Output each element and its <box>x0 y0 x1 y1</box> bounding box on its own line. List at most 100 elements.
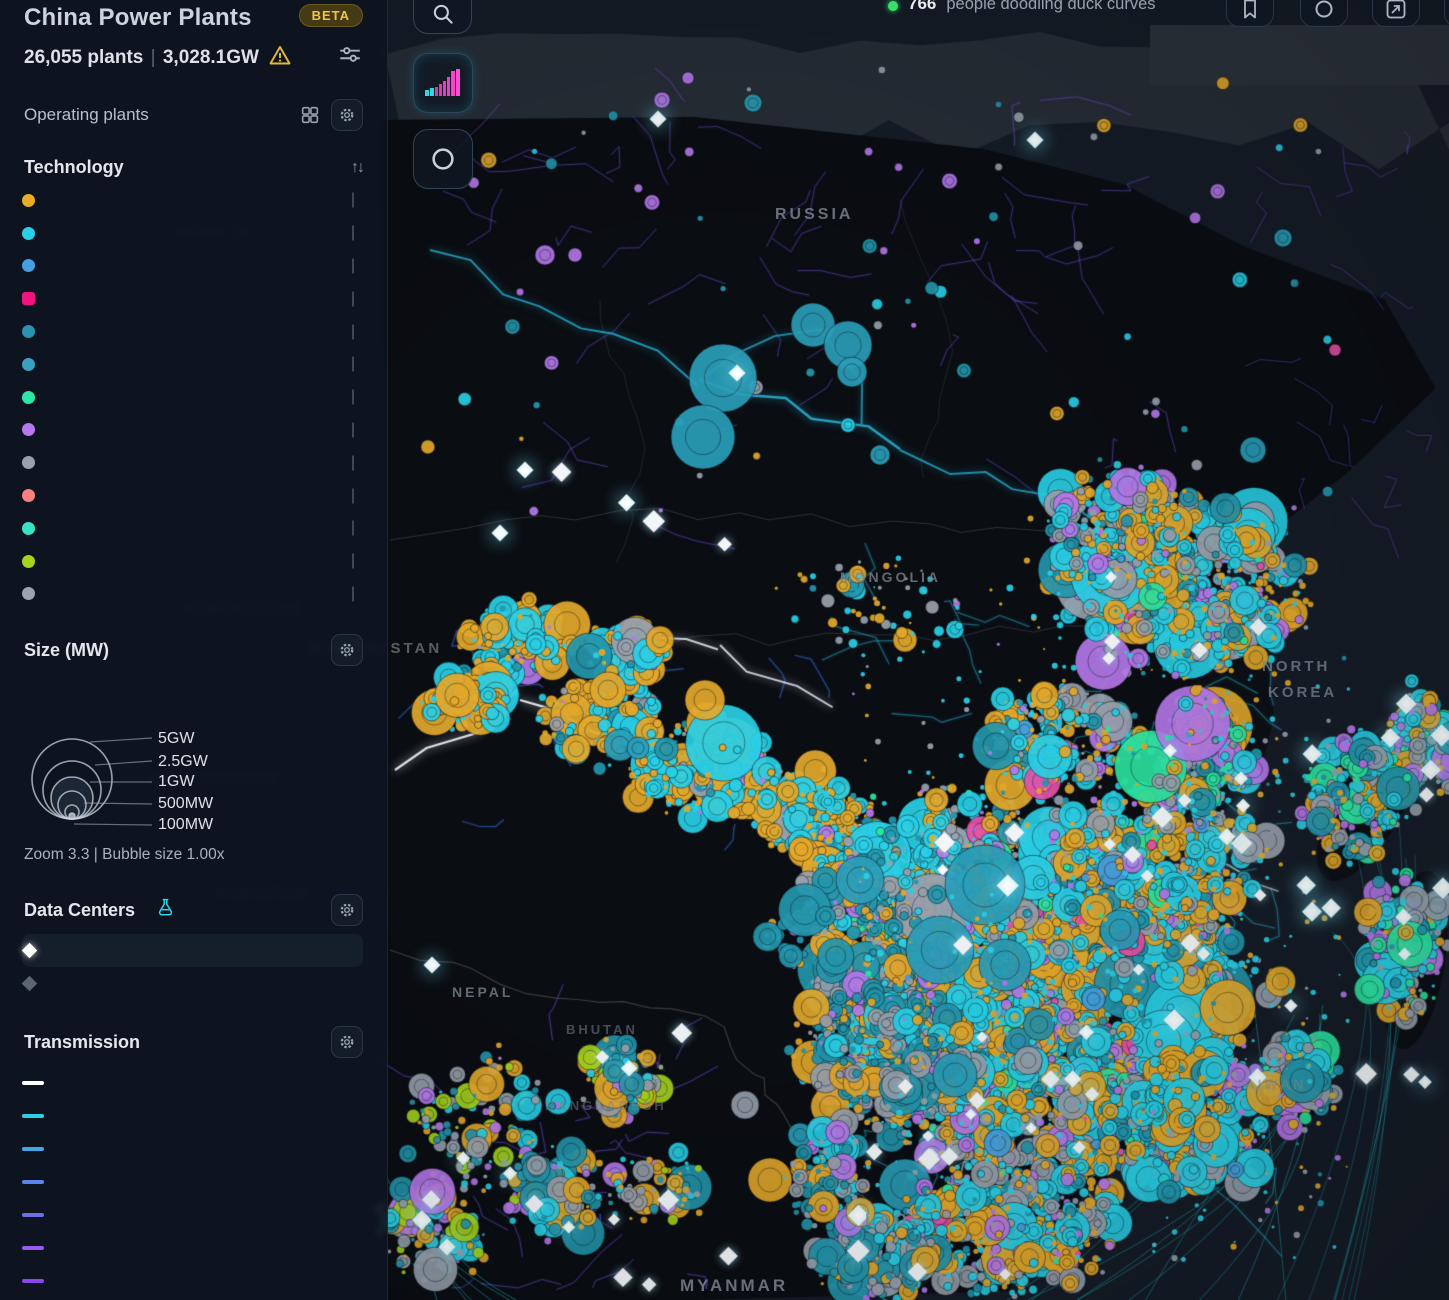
data-centers-legend <box>0 926 387 1000</box>
technology-color-swatch <box>22 521 35 535</box>
live-user-count: 766 <box>908 0 937 13</box>
transmission-section-title: Transmission <box>24 1031 141 1052</box>
transmission-row-230-344kv[interactable] <box>22 1165 363 1198</box>
technology-legend: | | | | | | | | | | | | | <box>0 178 387 610</box>
refresh-circle-icon <box>1312 0 1336 21</box>
technology-color-swatch <box>22 390 35 404</box>
transmission-row-735kv+[interactable] <box>22 1066 363 1099</box>
data-centers-row-data-centers[interactable] <box>21 934 363 968</box>
gear-icon <box>338 641 356 659</box>
export-button[interactable] <box>1372 0 1420 27</box>
total-capacity: 3,028.1GW <box>162 46 259 68</box>
technology-color-swatch <box>22 489 35 503</box>
warning-icon[interactable] <box>268 43 292 72</box>
technology-row-pumped-storage[interactable]: | <box>22 315 363 348</box>
transmission-row-100-229kv[interactable] <box>22 1198 363 1231</box>
value-separator: | <box>350 453 355 471</box>
technology-row-coal[interactable]: | <box>22 446 363 479</box>
layout-grid-icon[interactable] <box>299 104 321 126</box>
size-label-1gw: 1GW <box>158 773 195 791</box>
data-centers-settings-button[interactable] <box>331 894 363 927</box>
technology-row-gas[interactable]: | <box>22 414 363 447</box>
technology-row-geothermal[interactable]: | <box>22 512 363 545</box>
bubble-size-diagram: 5GW 2.5GW 1GW 500MW 100MW <box>0 672 387 834</box>
value-separator: | <box>350 584 355 602</box>
filter-sliders-icon[interactable] <box>337 42 363 73</box>
duck-curve-icon <box>425 69 460 96</box>
transmission-row-345-499kv[interactable] <box>22 1132 363 1165</box>
value-separator: | <box>350 224 355 242</box>
technology-row-oil[interactable]: | <box>22 479 363 512</box>
value-separator: | <box>350 552 355 570</box>
voltage-line-swatch <box>22 1146 44 1151</box>
live-user-text: people doodling duck curves <box>946 0 1156 13</box>
refresh-button[interactable] <box>1300 0 1348 27</box>
data-centers-row-internet-exchanges[interactable] <box>21 967 363 1000</box>
bookmark-button[interactable] <box>1226 0 1274 27</box>
app-title: China Power Plants <box>24 4 252 31</box>
voltage-line-swatch <box>22 1278 44 1283</box>
value-separator: | <box>350 191 355 209</box>
size-section-title: Size (MW) <box>24 639 109 660</box>
technology-color-swatch <box>22 193 35 207</box>
export-icon <box>1384 0 1408 21</box>
transmission-row-500-734kv[interactable] <box>22 1099 363 1132</box>
technology-color-swatch <box>22 587 35 601</box>
technology-row-storage[interactable]: | <box>22 282 363 315</box>
duck-curve-chart-button[interactable] <box>413 53 473 113</box>
voltage-line-swatch <box>22 1179 44 1184</box>
bookmark-icon <box>1238 0 1262 21</box>
technology-row-hydro[interactable]: | <box>22 348 363 381</box>
flask-icon[interactable] <box>155 897 176 923</box>
plants-status-label: Operating plants <box>24 105 149 124</box>
technology-row-wind[interactable]: | <box>22 217 363 250</box>
zoom-status: Zoom 3.3 | Bubble size 1.00x <box>24 846 225 864</box>
size-settings-button[interactable] <box>331 634 363 667</box>
circle-icon <box>428 144 458 174</box>
technology-color-swatch <box>22 292 35 306</box>
beta-badge: BETA <box>298 4 363 27</box>
size-label-100mw: 100MW <box>158 816 214 834</box>
value-separator: | <box>350 519 355 537</box>
technology-row-biomass[interactable]: | <box>22 545 363 578</box>
gear-icon <box>338 106 356 124</box>
value-separator: | <box>350 256 355 274</box>
plants-settings-button[interactable] <box>331 99 363 131</box>
stats-separator: | <box>150 46 156 68</box>
value-separator: | <box>350 388 355 406</box>
gear-icon <box>338 901 356 919</box>
map-circle-tool-button[interactable] <box>413 129 473 189</box>
transmission-settings-button[interactable] <box>331 1026 363 1059</box>
size-label-2.5gw: 2.5GW <box>158 753 208 771</box>
plants-count: 26,055 plants <box>24 46 144 68</box>
gear-icon <box>338 1033 356 1051</box>
technology-section-title: Technology <box>24 157 124 177</box>
voltage-line-swatch <box>22 1113 44 1118</box>
data-centers-section-title: Data Centers <box>24 899 136 920</box>
value-separator: | <box>350 420 355 438</box>
technology-color-swatch <box>22 325 35 339</box>
transmission-legend <box>0 1058 387 1297</box>
diamond-icon <box>21 943 38 959</box>
size-label-500mw: 500MW <box>158 795 214 813</box>
technology-row-offshore-wind[interactable]: | <box>22 250 363 283</box>
technology-row-other[interactable]: | <box>22 578 363 611</box>
search-icon <box>430 1 456 27</box>
diamond-icon <box>21 976 38 992</box>
transmission-row-31-99kv[interactable] <box>22 1231 363 1264</box>
technology-color-swatch <box>22 259 35 273</box>
value-separator: | <box>350 322 355 340</box>
voltage-line-swatch <box>22 1080 44 1085</box>
technology-color-swatch <box>22 456 35 470</box>
technology-color-swatch <box>22 423 35 437</box>
voltage-line-swatch <box>22 1245 44 1250</box>
map-search-button[interactable] <box>413 0 472 34</box>
voltage-line-swatch <box>22 1212 44 1217</box>
technology-color-swatch <box>22 226 35 240</box>
transmission-row-<31kv[interactable] <box>22 1264 363 1297</box>
technology-row-nuclear[interactable]: | <box>22 381 363 414</box>
value-separator: | <box>350 289 355 307</box>
sort-icon[interactable]: ↑↓ <box>351 158 365 176</box>
technology-row-solar[interactable]: | <box>22 184 363 217</box>
